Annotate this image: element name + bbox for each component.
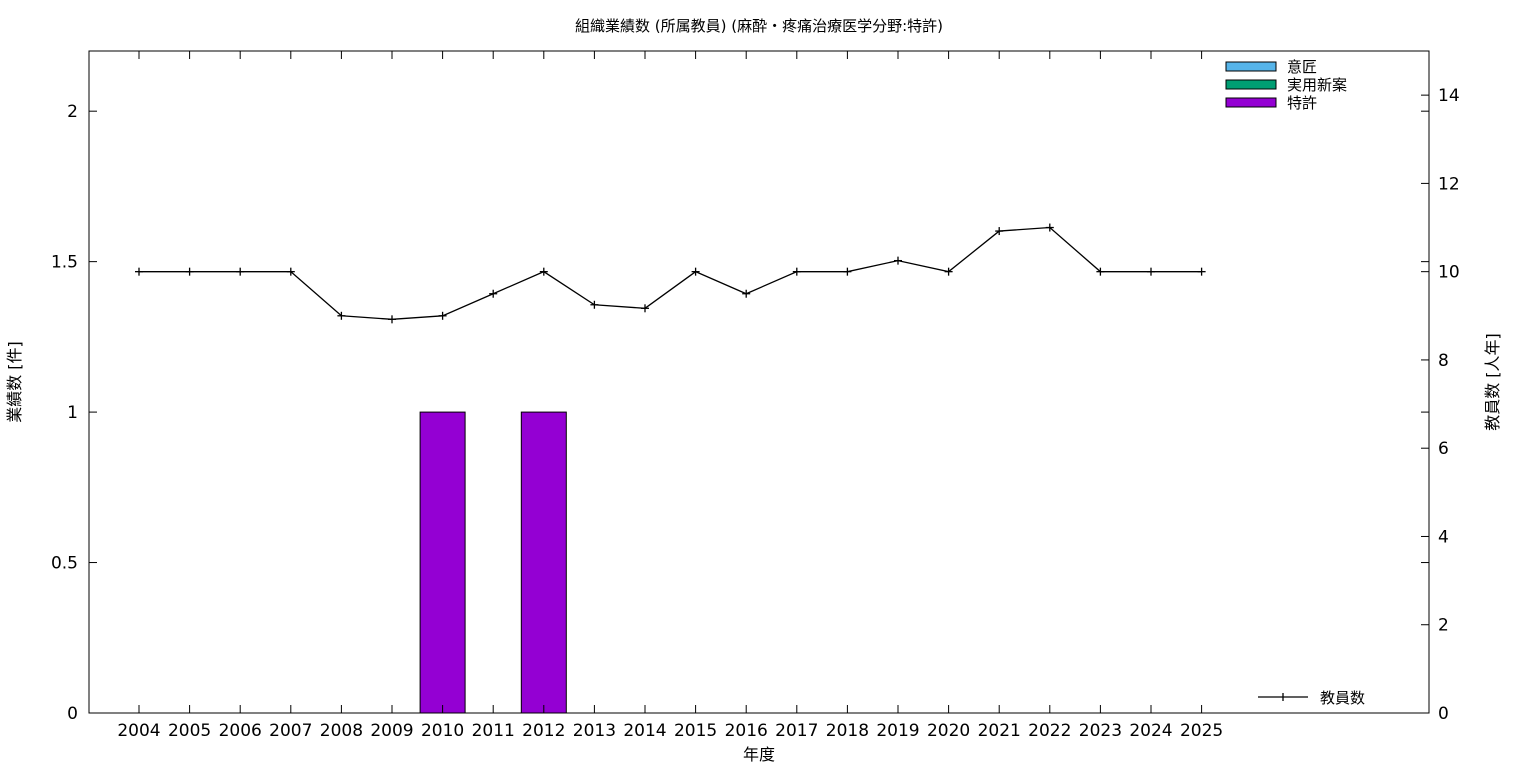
right-tick-label: 4: [1438, 527, 1449, 547]
line-point-2004: [135, 267, 143, 276]
legend-label-教員数: 教員数: [1320, 689, 1365, 707]
left-tick-label: 0: [67, 704, 78, 724]
x-tick-label: 2022: [1028, 721, 1071, 741]
line-point-2024: [1147, 267, 1155, 276]
chart-title: 組織業績数 (所属教員) (麻酔・疼痛治療医学分野:特許): [575, 17, 943, 35]
line-layer: [135, 223, 1206, 324]
right-tick-label: 10: [1438, 263, 1460, 283]
x-tick-label: 2013: [573, 721, 616, 741]
line-point-2022: [1045, 223, 1054, 232]
line-legend: 教員数: [1258, 689, 1365, 707]
right-tick-label: 8: [1438, 351, 1449, 371]
line-point-2025: [1197, 267, 1206, 276]
bar-2010-特許: [419, 411, 466, 714]
x-tick-label: 2024: [1129, 721, 1172, 741]
line-point-2019: [894, 256, 902, 265]
x-axis-label: 年度: [743, 745, 775, 764]
left-tick-label: 0.5: [51, 554, 78, 574]
right-tick-label: 0: [1438, 704, 1449, 724]
legend-swatch-実用新案: [1225, 79, 1277, 90]
x-tick-label: 2019: [876, 721, 919, 741]
x-tick-label: 2017: [775, 721, 818, 741]
line-point-2005: [185, 267, 194, 276]
line-point-2010: [438, 311, 447, 320]
left-axis: 0 0.5 1 1.5 2: [51, 102, 1429, 724]
x-tick-label: 2011: [472, 721, 515, 741]
line-point-2017: [792, 267, 801, 276]
line-series-教員数: [139, 226, 1202, 320]
left-tick-label: 1: [67, 403, 78, 423]
line-point-2023: [1096, 267, 1105, 276]
x-tick-label: 2025: [1180, 721, 1223, 741]
line-point-2011: [489, 289, 498, 298]
x-tick-label: 2007: [269, 721, 312, 741]
left-tick-label: 2: [67, 102, 78, 122]
x-tick-label: 2018: [826, 721, 869, 741]
legend-label-意匠: 意匠: [1287, 58, 1317, 76]
x-tick-label: 2008: [320, 721, 363, 741]
right-tick-label: 14: [1438, 86, 1460, 106]
legend-label-実用新案: 実用新案: [1287, 76, 1347, 94]
right-axis: 0 2 4 6 8 10 12 14: [1421, 86, 1460, 724]
x-tick-label: 2009: [370, 721, 413, 741]
line-point-2014: [641, 304, 649, 313]
bar-2012-特許: [520, 411, 567, 714]
x-tick-label: 2010: [421, 721, 464, 741]
line-point-2015: [691, 267, 700, 276]
legend-swatch-意匠: [1225, 61, 1277, 72]
x-axis: 2004 2005 2006 2007 2008 2009 2010 2011 2012 2013…: [117, 51, 1223, 741]
line-point-2009: [388, 315, 396, 324]
line-point-2007: [286, 267, 295, 276]
line-point-2016: [742, 289, 751, 298]
line-point-2018: [843, 267, 852, 276]
x-tick-label: 2006: [219, 721, 262, 741]
line-point-2020: [944, 267, 953, 276]
right-tick-label: 12: [1438, 174, 1460, 194]
x-tick-label: 2004: [117, 721, 160, 741]
x-tick-label: 2012: [522, 721, 565, 741]
right-tick-label: 2: [1438, 616, 1449, 636]
x-tick-label: 2021: [978, 721, 1021, 741]
x-tick-label: 2005: [168, 721, 211, 741]
right-axis-label: 教員数 [人年]: [1483, 333, 1502, 431]
x-tick-label: 2023: [1079, 721, 1122, 741]
line-point-2008: [337, 311, 346, 320]
line-point-2012: [539, 267, 548, 276]
x-tick-label: 2020: [927, 721, 970, 741]
x-tick-label: 2016: [725, 721, 768, 741]
x-tick-label: 2015: [674, 721, 717, 741]
left-tick-label: 1.5: [51, 253, 78, 273]
legend-swatch-特許: [1225, 97, 1277, 108]
plot-frame: [88, 50, 1430, 714]
x-tick-label: 2014: [623, 721, 666, 741]
legend-label-特許: 特許: [1287, 94, 1317, 112]
line-point-2013: [590, 300, 599, 309]
line-point-2021: [995, 227, 1004, 236]
right-tick-label: 6: [1438, 439, 1449, 459]
bar-layer: [419, 411, 567, 714]
left-axis-label: 業績数 [件]: [5, 341, 24, 423]
line-point-2006: [236, 267, 245, 276]
